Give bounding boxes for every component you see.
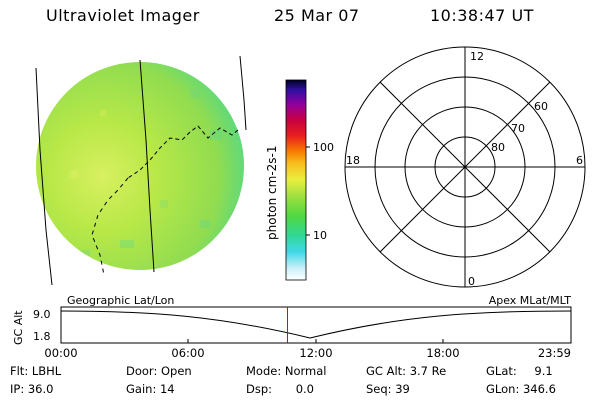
info-glon-value: 346.6 [522,382,556,396]
meridian-line [139,59,155,273]
lat-label-80: 80 [491,141,505,154]
orbit-y-tick-high: 9.0 [33,308,51,321]
orbit-x-ticks [60,339,572,343]
info-glat: GLat: 9.1 [486,364,553,378]
time-label: 10:38:47 UT [430,6,534,25]
info-seq: Seq: 39 [366,382,410,396]
info-dsp-value: 0.0 [295,382,314,396]
info-glat-label: GLat: [486,364,517,378]
info-flt-value: LBHL [31,364,62,378]
info-seq-value: 39 [395,382,410,396]
info-ip-value: 36.0 [27,382,54,396]
coast-line [91,177,129,276]
colorbar [285,79,307,281]
uv-image [36,62,244,270]
lat-label-60: 60 [534,100,548,113]
colorbar-tick-100: 100 [313,141,334,154]
orbit-altitude-curve [60,310,572,339]
info-gc-alt-label: GC Alt: [366,364,407,378]
mlt-label-18: 18 [346,154,360,167]
mlt-label-12: 12 [470,50,484,63]
info-seq-label: Seq: [366,382,392,396]
info-flt: Flt: LBHL [10,364,61,378]
mlt-label-6: 6 [576,154,583,167]
orbit-y-tick-low: 1.8 [33,330,51,343]
info-ip: IP: 36.0 [10,382,53,396]
colorbar-label: photon cm-2s-1 [265,146,279,241]
info-ip-label: IP: [10,382,25,396]
mlt-label-0: 0 [468,275,475,288]
geo-overlay [35,55,247,286]
info-mode: Mode: Normal [246,364,326,378]
meridian-line [239,55,247,131]
info-mode-value: Normal [284,364,327,378]
colorbar-tick-10: 10 [313,229,327,242]
info-door: Door: Open [126,364,192,378]
orbit-x-tick-0000: 00:00 [44,346,77,360]
polar-diagonal [379,81,551,253]
info-gain-label: Gain: [126,382,157,396]
date-label: 25 Mar 07 [274,6,360,25]
meridian-line [35,67,53,286]
info-glon: GLon: 346.6 [486,382,556,396]
lat-label-70: 70 [511,122,525,135]
orbit-x-tick-1800: 18:00 [426,346,459,360]
info-gc-alt-value: 3.7 Re [409,364,447,378]
info-mode-label: Mode: [246,364,282,378]
app-title: Ultraviolet Imager [46,6,200,25]
orbit-x-tick-2359: 23:59 [538,346,571,360]
info-gain-value: 14 [159,382,175,396]
info-gain: Gain: 14 [126,382,175,396]
info-dsp: Dsp: 0.0 [246,382,314,396]
info-glat-value: 9.1 [534,364,553,378]
info-dsp-label: Dsp: [246,382,273,396]
info-glon-label: GLon: [486,382,520,396]
orbit-x-tick-0600: 06:00 [171,346,204,360]
polar-plot [344,46,586,288]
orbit-y-axis-label: GC Alt [12,310,25,345]
info-door-value: Open [160,364,192,378]
orbit-left-title: Geographic Lat/Lon [67,294,174,307]
orbit-right-title: Apex MLat/MLT [489,294,572,307]
uv-disk [36,62,244,270]
info-flt-label: Flt: [10,364,29,378]
orbit-x-tick-1200: 12:00 [299,346,332,360]
info-door-label: Door: [126,364,158,378]
info-gc-alt: GC Alt: 3.7 Re [366,364,446,378]
